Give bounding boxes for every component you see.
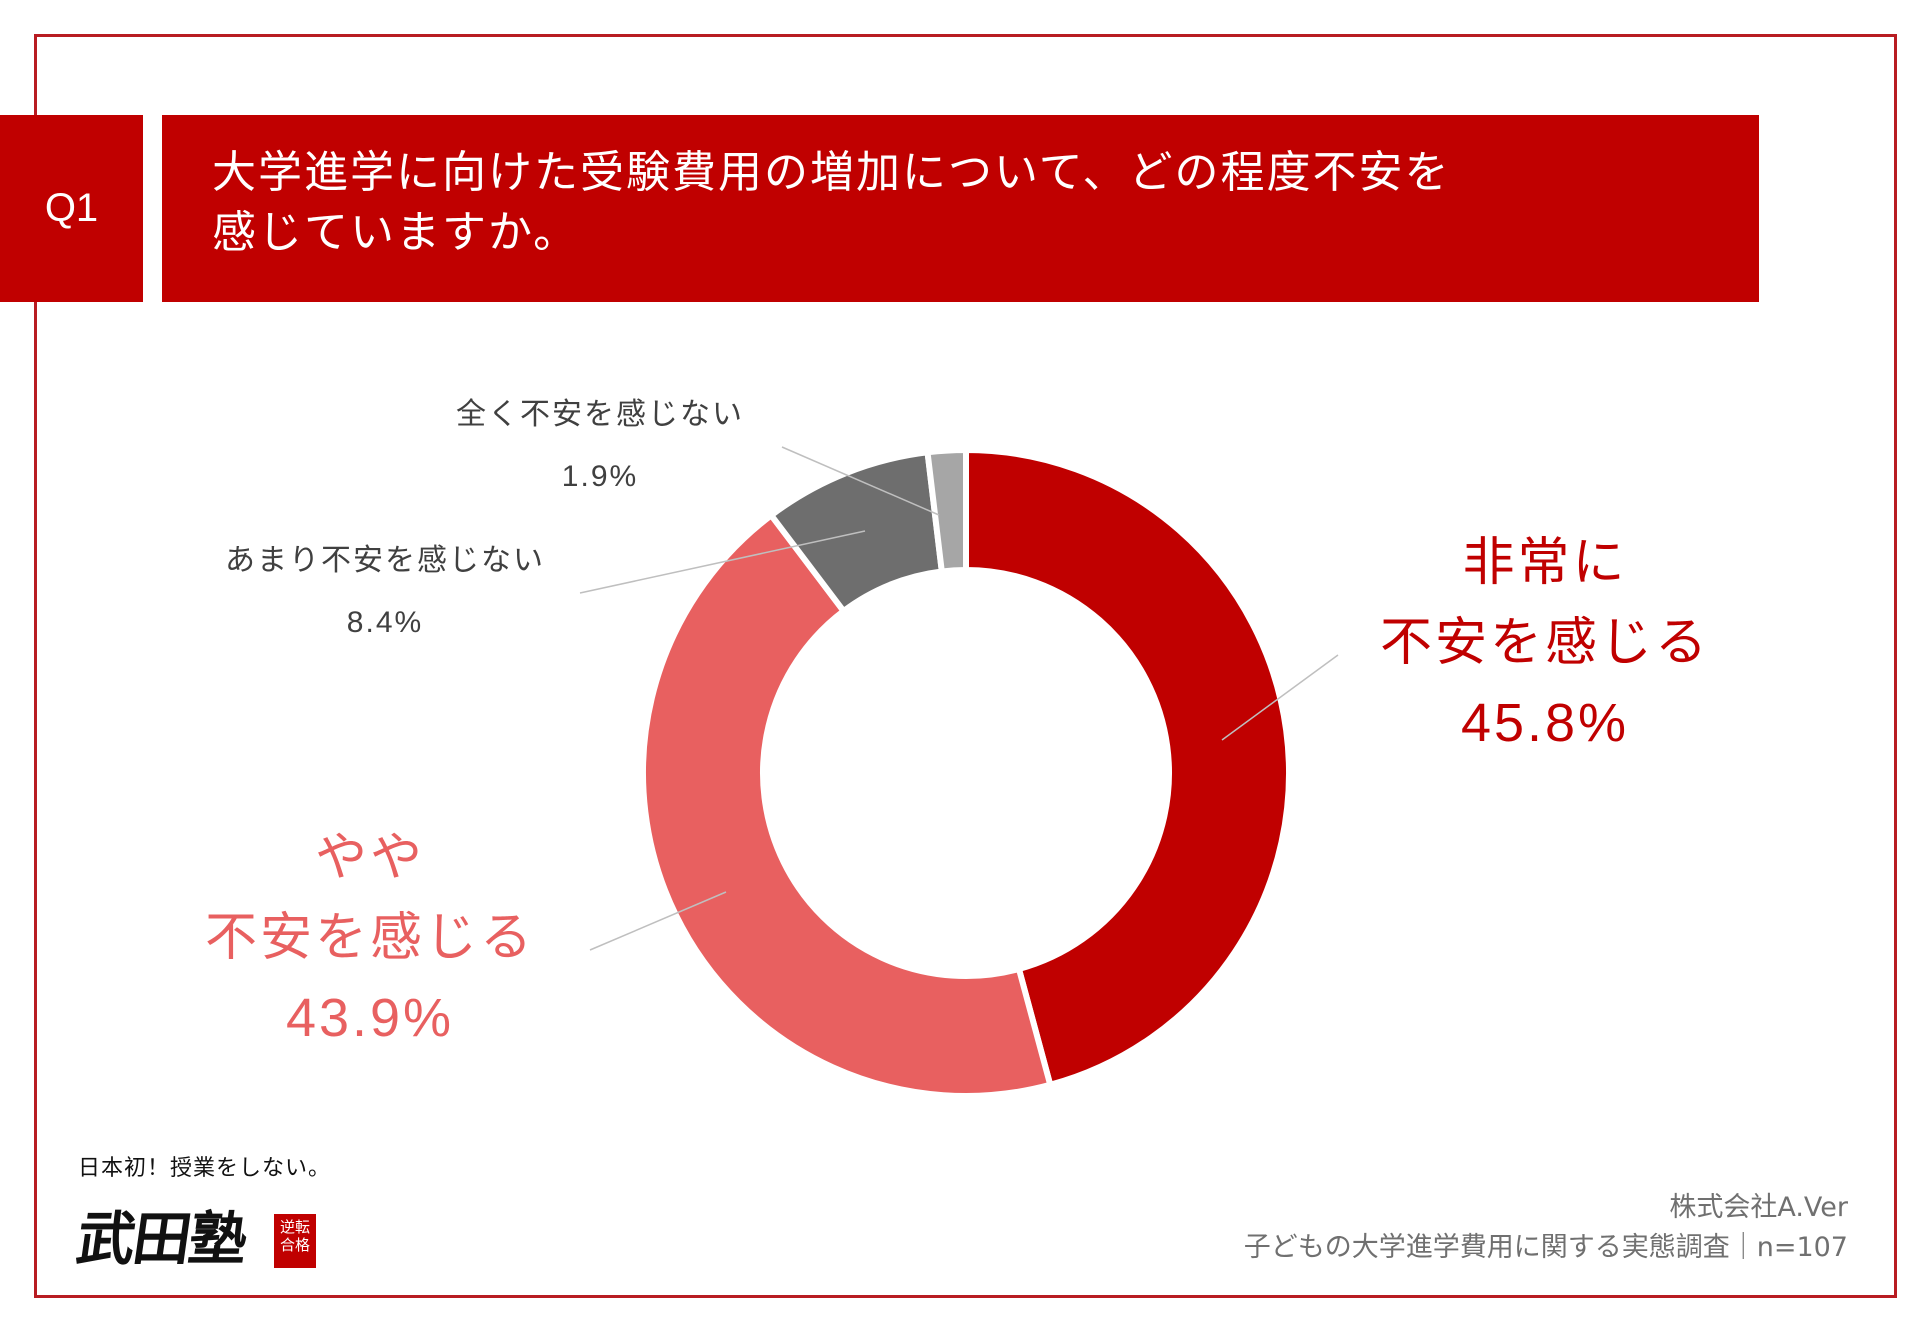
leader-line-little <box>579 530 866 594</box>
question-number: Q1 <box>44 186 99 230</box>
label-not-very-anxious: あまり不安を感じない 8.4% <box>190 530 580 654</box>
label-not-anxious-at-all: 全く不安を感じない 1.9% <box>430 384 770 508</box>
leader-line-very <box>1221 654 1339 741</box>
label-little-line1: あまり不安を感じない <box>225 543 545 578</box>
label-somewhat-percent: 43.9% <box>285 988 455 1048</box>
takeda-juku-logo: 日本初！授業をしない。 武田塾 逆転合格 <box>73 1150 338 1275</box>
label-somewhat-line2: 不安を感じる <box>204 908 535 968</box>
slice-very-anxious <box>963 447 1292 1088</box>
logo-wordmark: 武田塾 <box>72 1205 251 1273</box>
label-very-percent: 45.8% <box>1460 693 1630 753</box>
question-text-line-1: 大学進学に向けた受験費用の増加について、どの程度不安を <box>212 147 1451 198</box>
leader-line-none <box>781 446 940 516</box>
logo-stamp: 逆転合格 <box>274 1214 316 1268</box>
label-somewhat-line1: やや <box>314 828 425 888</box>
question-text-line-2: 感じていますか。 <box>212 207 580 258</box>
label-little-percent: 8.4% <box>346 606 424 639</box>
label-very-anxious: 非常に 不安を感じる 45.8% <box>1365 523 1725 763</box>
label-none-line1: 全く不安を感じない <box>456 397 744 432</box>
slide-frame <box>34 34 1897 1298</box>
slice-not-anxious-at-all <box>924 447 969 575</box>
leader-line-somewhat <box>589 891 727 951</box>
label-somewhat-anxious: やや 不安を感じる 43.9% <box>190 818 550 1058</box>
question-number-badge: Q1 <box>0 115 143 302</box>
source-note: 株式会社A.Ver 子どもの大学進学費用に関する実態調査｜n=107 <box>1244 1188 1848 1268</box>
slice-somewhat-anxious <box>640 512 1054 1099</box>
logo-tagline: 日本初！授業をしない。 <box>78 1156 332 1181</box>
label-very-line2: 不安を感じる <box>1379 613 1710 673</box>
label-very-line1: 非常に <box>1462 533 1628 593</box>
label-none-percent: 1.9% <box>561 460 639 493</box>
question-banner: 大学進学に向けた受験費用の増加について、どの程度不安を 感じていますか。 <box>162 115 1759 302</box>
source-company: 株式会社A.Ver <box>1669 1192 1848 1223</box>
source-survey: 子どもの大学進学費用に関する実態調査｜n=107 <box>1243 1232 1848 1263</box>
